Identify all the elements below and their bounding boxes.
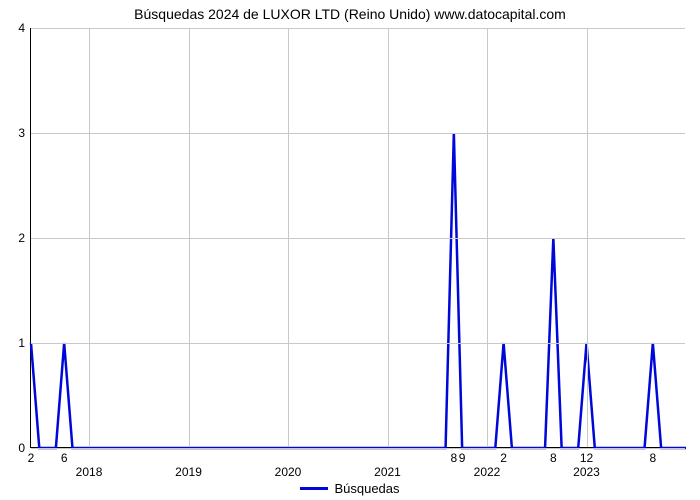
y-tick-label: 1 [18,336,31,350]
x-year-label: 2018 [76,447,103,479]
x-month-label: 8 [451,447,458,465]
x-month-label: 2 [500,447,507,465]
y-tick-label: 4 [18,21,31,35]
gridline-vertical [189,28,190,447]
y-tick-label: 3 [18,126,31,140]
chart-title: Búsquedas 2024 de LUXOR LTD (Reino Unido… [0,6,700,22]
plot-area: 01234201820192020202120222023268928128 [30,28,685,448]
legend-label: Búsquedas [334,481,399,496]
x-year-label: 2021 [374,447,401,479]
x-month-label: 8 [649,447,656,465]
legend-swatch [300,487,328,490]
x-month-label: 2 [28,447,35,465]
gridline-vertical [587,28,588,447]
x-year-label: 2022 [474,447,501,479]
gridline-vertical [288,28,289,447]
legend: Búsquedas [0,480,700,496]
x-month-label: 12 [580,447,593,465]
gridline-vertical [89,28,90,447]
x-year-label: 2020 [275,447,302,479]
y-tick-label: 2 [18,231,31,245]
x-month-label: 8 [550,447,557,465]
x-month-label: 9 [459,447,466,465]
gridline-vertical [388,28,389,447]
gridline-vertical [487,28,488,447]
series-line [31,133,686,448]
x-month-label: 6 [61,447,68,465]
x-year-label: 2019 [175,447,202,479]
